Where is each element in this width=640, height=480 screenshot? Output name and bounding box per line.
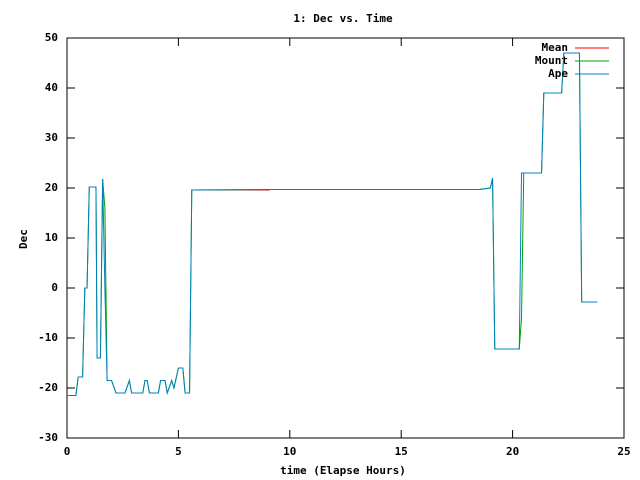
x-tick-label: 15 [395, 445, 408, 458]
x-tick-label: 5 [175, 445, 182, 458]
y-axis-label: Dec [17, 229, 30, 249]
legend-label: Ape [548, 67, 568, 80]
y-tick-label: 50 [45, 31, 58, 44]
y-tick-label: 40 [45, 81, 58, 94]
x-axis-label: time (Elapse Hours) [280, 464, 406, 477]
plot-frame [66, 37, 625, 439]
series-line [67, 52, 598, 396]
y-tick-label: 30 [45, 131, 58, 144]
legend-label: Mean [542, 41, 569, 54]
x-tick-label: 20 [506, 445, 519, 458]
x-tick-label: 10 [283, 445, 296, 458]
y-tick-label: -30 [38, 431, 58, 444]
series-line [67, 52, 598, 396]
chart-title: 1: Dec vs. Time [293, 12, 393, 25]
y-tick-label: -10 [38, 331, 58, 344]
y-tick-label: 20 [45, 181, 58, 194]
x-tick-label: 25 [617, 445, 630, 458]
legend-label: Mount [535, 54, 568, 67]
y-tick-label: 0 [51, 281, 58, 294]
y-tick-label: 10 [45, 231, 58, 244]
x-tick-label: 0 [64, 445, 71, 458]
y-tick-label: -20 [38, 381, 58, 394]
